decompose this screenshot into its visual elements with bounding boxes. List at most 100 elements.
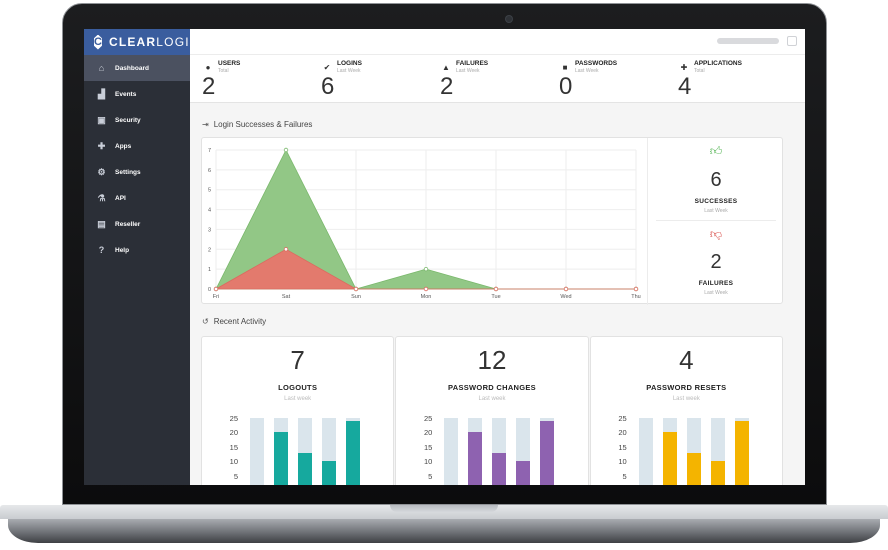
stat-failures: ▲ FAILURES Last Week 2 bbox=[440, 55, 559, 102]
user-menu-icon[interactable] bbox=[787, 36, 797, 46]
failures-point bbox=[283, 247, 289, 252]
sidebar-item-settings[interactable]: ⚙ Settings bbox=[84, 159, 190, 185]
failures-area bbox=[214, 248, 636, 290]
stat-label: PASSWORDS bbox=[575, 60, 618, 67]
bar-track bbox=[686, 418, 701, 485]
stat-value: 0 bbox=[559, 73, 573, 100]
activity-bar-chart: 25 20 15 10 5 bbox=[224, 414, 374, 485]
bar-track bbox=[516, 418, 531, 485]
password-resets-card: 4 PASSWORD RESETS Last week 25 20 15 10 5 bbox=[589, 336, 783, 485]
stat-value: 6 bbox=[321, 73, 335, 100]
top-bar bbox=[190, 29, 805, 55]
lock-icon: ■ bbox=[562, 63, 568, 72]
failures-point bbox=[563, 286, 569, 292]
bar bbox=[298, 452, 312, 485]
successes-point bbox=[423, 266, 429, 272]
thumbs-down-icon: 👎︎ bbox=[709, 227, 723, 241]
sidebar-item-label: Apps bbox=[115, 142, 132, 150]
x-tick-label: Fri bbox=[213, 294, 219, 300]
bar-y-tick: 15 bbox=[423, 442, 433, 452]
x-tick-label: Sat bbox=[282, 294, 291, 300]
x-tick-label: Sun bbox=[351, 294, 361, 300]
activity-sub: Last week bbox=[478, 396, 506, 402]
sidebar-item-security[interactable]: ▣ Security bbox=[84, 107, 190, 133]
bar-track bbox=[250, 418, 264, 485]
failures-summary: 👎︎ 2 FAILURES Last Week bbox=[656, 226, 776, 302]
login-side-stats: 👍︎ 6 SUCCESSES Last Week 👎︎ 2 FAILURES L… bbox=[648, 138, 784, 305]
successes-point bbox=[283, 147, 289, 153]
sidebar-item-help[interactable]: ? Help bbox=[84, 237, 190, 263]
y-tick-label: 5 bbox=[208, 188, 211, 194]
stat-sub: Last Week bbox=[337, 68, 361, 74]
stat-value: 2 bbox=[202, 73, 216, 100]
bar bbox=[322, 461, 336, 485]
puzzle-icon: ✚ bbox=[97, 140, 106, 151]
sidebar-item-api[interactable]: ⚗ API bbox=[84, 185, 190, 211]
bar-track bbox=[444, 418, 459, 485]
bar bbox=[662, 432, 677, 485]
activity-label: PASSWORD RESETS bbox=[646, 383, 727, 392]
activity-value: 4 bbox=[679, 345, 694, 375]
flask-icon: ⚗ bbox=[97, 192, 106, 203]
x-tick-label: Thu bbox=[631, 294, 640, 300]
failures-point bbox=[493, 286, 499, 292]
user-email-blurred[interactable] bbox=[717, 38, 779, 44]
bar bbox=[346, 420, 360, 485]
bar-y-tick: 5 bbox=[622, 471, 627, 481]
logouts-card: 7 LOGOUTS Last week 25 20 15 10 5 bbox=[201, 336, 395, 485]
check-icon: ✔ bbox=[323, 63, 331, 72]
bar bbox=[710, 461, 725, 485]
sidebar-item-events[interactable]: ▟ Events bbox=[84, 81, 190, 107]
laptop-notch bbox=[390, 505, 498, 512]
camera-icon bbox=[506, 16, 512, 22]
home-icon: ⌂ bbox=[98, 63, 105, 73]
logo-icon: C bbox=[94, 34, 102, 50]
y-tick-label: 7 bbox=[208, 148, 211, 154]
bar-y-tick: 5 bbox=[233, 471, 238, 481]
successes-label: SUCCESSES bbox=[694, 198, 738, 205]
thumbs-up-icon: 👍︎ bbox=[709, 144, 723, 158]
sidebar-item-dashboard[interactable]: ⌂ Dashboard bbox=[84, 55, 190, 81]
bar bbox=[686, 452, 701, 485]
activity-bar-chart: 25 20 15 10 5 bbox=[418, 414, 568, 485]
failures-value: 2 bbox=[710, 251, 722, 273]
user-icon: ● bbox=[205, 63, 211, 72]
x-tick-label: Mon bbox=[421, 294, 432, 300]
x-tick-label: Tue bbox=[491, 294, 500, 300]
app-screen: C CLEARLOGIN ⌂ Dashboard ▟ Events ▣ Security ✚… bbox=[84, 29, 805, 485]
bar bbox=[468, 432, 483, 485]
bar bbox=[274, 432, 288, 485]
stat-label: USERS bbox=[218, 60, 241, 67]
successes-sub: Last Week bbox=[704, 208, 728, 214]
stat-users: ● USERS Total 2 bbox=[202, 55, 321, 102]
sign-in-icon: ⇥ bbox=[202, 120, 209, 129]
stat-value: 4 bbox=[678, 73, 692, 100]
bar-track bbox=[468, 418, 483, 485]
bar-y-tick: 20 bbox=[423, 428, 433, 438]
login-area-chart: 0 1 2 3 4 5 6 7 Fri Sat Sun Mon Tue Wed Thu bbox=[208, 147, 641, 300]
brand-name: CLEARLOGIN bbox=[108, 35, 200, 49]
brand-logo[interactable]: C CLEARLOGIN bbox=[84, 29, 198, 55]
bar-y-tick: 15 bbox=[618, 442, 627, 452]
recent-activity-title: ↺ Recent Activity bbox=[202, 317, 266, 326]
failures-point bbox=[633, 286, 639, 292]
sidebar-nav: ⌂ Dashboard ▟ Events ▣ Security ✚ Apps ⚙ Settings… bbox=[84, 55, 190, 263]
bar bbox=[516, 461, 531, 485]
failures-label: FAILURES bbox=[698, 280, 734, 287]
briefcase-icon: ▤ bbox=[97, 218, 106, 229]
bar-track bbox=[346, 418, 360, 485]
sidebar: C CLEARLOGIN ⌂ Dashboard ▟ Events ▣ Security ✚… bbox=[84, 29, 198, 485]
gears-icon: ⚙ bbox=[97, 166, 106, 177]
recent-activity-title-text: Recent Activity bbox=[213, 317, 267, 326]
sidebar-item-apps[interactable]: ✚ Apps bbox=[84, 133, 190, 159]
y-tick-label: 0 bbox=[208, 287, 211, 293]
stat-label: APPLICATIONS bbox=[694, 60, 742, 67]
recent-activity-cards: 7 LOGOUTS Last week 25 20 15 10 5 12 PASSWORD CHA… bbox=[201, 336, 783, 485]
laptop-base bbox=[0, 505, 888, 519]
sidebar-item-reseller[interactable]: ▤ Reseller bbox=[84, 211, 190, 237]
failures-point bbox=[423, 286, 429, 292]
login-chart-title-text: Login Successes & Failures bbox=[213, 120, 313, 129]
bar-y-tick: 10 bbox=[423, 457, 433, 467]
puzzle-icon: ✚ bbox=[680, 63, 688, 72]
